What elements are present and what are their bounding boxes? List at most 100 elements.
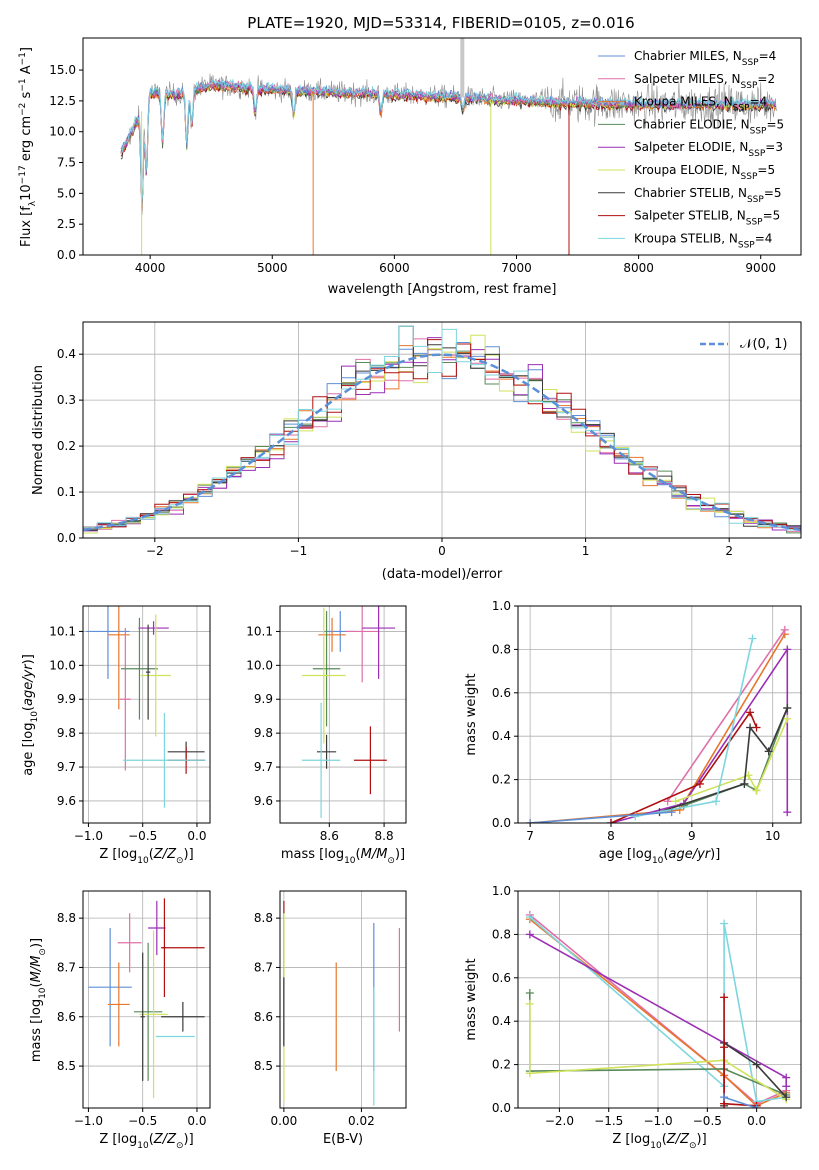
x-tick-label: −1 — [290, 544, 308, 558]
x-tick-label: 8.6 — [320, 829, 339, 843]
y-tick-label: 0.4 — [57, 347, 76, 361]
y-tick-label: 9.7 — [57, 760, 76, 774]
age_vs_Z-panel: −1.0 −0.5 0.0 9.6 9.7 9.8 9.9 10.0 10.1 Z [log10(… — [21, 605, 211, 866]
y-axis-label: mass weight — [464, 673, 479, 755]
x-axis-label: wavelength [Angstrom, rest frame] — [328, 282, 557, 297]
y-tick-label: 8.6 — [57, 1010, 76, 1024]
y-axis-label: mass weight — [464, 958, 479, 1040]
y-axis-label: Normed distribution — [31, 365, 46, 495]
x-tick-label: −1.0 — [643, 1114, 672, 1128]
x-tick-label: 8000 — [623, 261, 654, 275]
histogram-step — [83, 342, 801, 530]
x-axis-label: age [log10(age/yr)] — [599, 847, 721, 866]
residuals-panel: −2 −1 0 1 2 0.0 0.1 0.2 0.3 0.4 (data-model)/error… — [31, 321, 802, 582]
y-tick-label: 0.0 — [57, 248, 76, 262]
errorbars — [283, 900, 401, 1106]
model-spectrum-line — [120, 79, 777, 205]
x-axis-label: Z [log10(Z/Z⊙)] — [99, 1132, 193, 1151]
x-tick-label: 10 — [765, 829, 780, 843]
x-tick-label: 9 — [688, 829, 696, 843]
y-tick-label: 9.8 — [57, 726, 76, 740]
legend-label: 𝒩(0, 1) — [740, 337, 787, 352]
histogram-step — [83, 325, 801, 531]
y-axis-label: mass [log10(M/M⊙)] — [29, 938, 48, 1062]
y-tick-label: 0.8 — [492, 642, 511, 656]
weight_vs_Z-panel: −2.0 −1.5 −1.0 −0.5 0.0 0.0 0.2 0.4 0.6 0.8 1.0 Z [… — [464, 884, 802, 1151]
legend: 𝒩(0, 1) — [700, 337, 787, 352]
legend-label: Chabrier STELIB, NSSP=5 — [634, 186, 782, 205]
errorbars — [301, 606, 396, 818]
model-spectrum-line — [120, 81, 776, 207]
histograms — [83, 325, 801, 534]
legend-label: Salpeter ELODIE, NSSP=3 — [634, 140, 783, 159]
axes-frame — [82, 605, 211, 824]
x-tick-label: 4000 — [135, 261, 166, 275]
weight-lines — [526, 625, 792, 823]
legend-label: Salpeter MILES, NSSP=2 — [634, 72, 775, 91]
model-spectrum-line — [120, 78, 776, 204]
x-tick-label: 0.0 — [187, 829, 206, 843]
x-tick-label: −1.0 — [74, 1114, 103, 1128]
y-tick-label: 1.0 — [492, 599, 511, 613]
y-tick-label: 0.0 — [492, 816, 511, 830]
y-tick-label: 8.8 — [57, 911, 76, 925]
x-tick-label: −1.5 — [594, 1114, 623, 1128]
legend-label: Salpeter STELIB, NSSP=5 — [634, 209, 780, 228]
y-tick-label: 8.5 — [254, 1059, 273, 1073]
weight-line — [530, 811, 672, 823]
y-tick-label: 0.2 — [57, 439, 76, 453]
y-tick-label: 9.7 — [254, 760, 273, 774]
x-axis-label: mass [log10(M/M⊙)] — [281, 847, 405, 866]
legend-label: Chabrier MILES, NSSP=4 — [634, 49, 776, 68]
x-tick-label: 0.00 — [271, 1114, 298, 1128]
y-tick-label: 9.6 — [254, 794, 273, 808]
mass_vs_ebv-panel: 0.00 0.02 8.5 8.6 8.7 8.8 E(B-V) — [254, 890, 407, 1147]
y-tick-label: 9.6 — [57, 794, 76, 808]
errorbars — [88, 898, 205, 1099]
x-tick-label: 7 — [526, 829, 534, 843]
gaussian-curve — [83, 353, 801, 532]
y-tick-label: 8.7 — [57, 960, 76, 974]
weight-lines — [525, 910, 791, 1108]
y-axis-label: Flux [fλ10−17 erg cm−2 s−1 A−1] — [18, 47, 38, 247]
x-tick-label: −2 — [146, 544, 164, 558]
axes-frame — [517, 605, 802, 824]
y-tick-label: 9.8 — [254, 726, 273, 740]
weight-line — [610, 710, 758, 823]
axes-frame — [82, 890, 211, 1109]
y-tick-label: 7.5 — [57, 156, 76, 170]
y-tick-label: 9.9 — [254, 692, 273, 706]
y-tick-label: 9.9 — [57, 692, 76, 706]
y-tick-label: 15.0 — [49, 63, 76, 77]
x-axis-label: (data-model)/error — [382, 567, 503, 582]
x-tick-label: 9000 — [745, 261, 776, 275]
y-tick-label: 0.4 — [492, 729, 511, 743]
weight_vs_age-panel: 7 8 9 10 0.0 0.2 0.4 0.6 0.8 1.0 age [log10(age/yr… — [464, 599, 802, 866]
y-tick-label: 8.6 — [254, 1010, 273, 1024]
legend-label: Chabrier ELODIE, NSSP=5 — [634, 117, 784, 136]
x-axis-label: E(B-V) — [323, 1132, 363, 1147]
axes-frame — [279, 890, 407, 1109]
errorbars — [86, 606, 206, 808]
x-tick-label: 7000 — [501, 261, 532, 275]
legend-label: Kroupa MILES, NSSP=4 — [634, 95, 767, 114]
legend-label: Kroupa STELIB, NSSP=4 — [634, 231, 772, 250]
spectrum-panel: 4000 5000 6000 7000 8000 9000 0.0 2.5 5.0 7.5 10.0… — [18, 37, 802, 297]
age_vs_mass-panel: 8.6 8.8 9.6 9.7 9.8 9.9 10.0 10.1 mass [log10(M/… — [246, 605, 407, 866]
x-tick-label: 2 — [725, 544, 733, 558]
weight-line — [675, 718, 789, 803]
y-tick-label: 0.0 — [492, 1101, 511, 1115]
y-tick-label: 10.1 — [49, 624, 76, 638]
x-tick-label: −0.5 — [693, 1114, 722, 1128]
emission-line-peak — [460, 38, 465, 98]
x-tick-label: 0.0 — [187, 1114, 206, 1128]
x-tick-label: 0.0 — [747, 1114, 766, 1128]
y-tick-label: 1.0 — [492, 884, 511, 898]
x-tick-label: −1.0 — [74, 829, 103, 843]
weight-line — [723, 997, 757, 1107]
weight-line — [529, 933, 787, 1087]
y-tick-label: 0.6 — [492, 971, 511, 985]
weight-line — [529, 1003, 787, 1100]
legend: Chabrier MILES, NSSP=4 Salpeter MILES, NS… — [598, 49, 784, 250]
